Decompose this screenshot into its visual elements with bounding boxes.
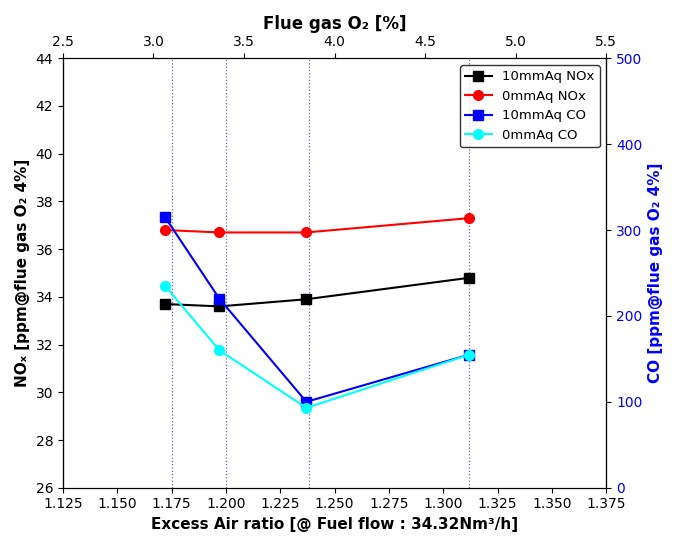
10mmAq NOx xyxy=(302,296,311,302)
Line: 0mmAq CO: 0mmAq CO xyxy=(160,281,474,412)
Line: 10mmAq CO: 10mmAq CO xyxy=(160,212,474,406)
10mmAq CO xyxy=(216,295,224,302)
Y-axis label: NOₓ [ppm@flue gas O₂ 4%]: NOₓ [ppm@flue gas O₂ 4%] xyxy=(15,159,30,387)
Line: 0mmAq NOx: 0mmAq NOx xyxy=(160,213,474,237)
X-axis label: Flue gas O₂ [%]: Flue gas O₂ [%] xyxy=(263,15,406,33)
Y-axis label: CO [ppm@flue gas O₂ 4%]: CO [ppm@flue gas O₂ 4%] xyxy=(648,163,663,383)
10mmAq CO xyxy=(161,214,169,220)
Line: 10mmAq NOx: 10mmAq NOx xyxy=(160,273,474,311)
0mmAq CO xyxy=(465,351,473,358)
10mmAq CO xyxy=(465,351,473,358)
Legend: 10mmAq NOx, 0mmAq NOx, 10mmAq CO, 0mmAq CO: 10mmAq NOx, 0mmAq NOx, 10mmAq CO, 0mmAq … xyxy=(460,65,600,147)
0mmAq CO xyxy=(302,405,311,411)
0mmAq NOx xyxy=(302,229,311,236)
10mmAq NOx xyxy=(161,301,169,307)
0mmAq CO xyxy=(161,283,169,289)
0mmAq CO xyxy=(216,347,224,353)
0mmAq NOx xyxy=(161,227,169,234)
0mmAq NOx xyxy=(465,215,473,222)
10mmAq CO xyxy=(302,399,311,405)
10mmAq NOx xyxy=(216,303,224,310)
X-axis label: Excess Air ratio [@ Fuel flow : 34.32Nm³/h]: Excess Air ratio [@ Fuel flow : 34.32Nm³… xyxy=(151,517,518,532)
10mmAq NOx xyxy=(465,275,473,281)
0mmAq NOx xyxy=(216,229,224,236)
